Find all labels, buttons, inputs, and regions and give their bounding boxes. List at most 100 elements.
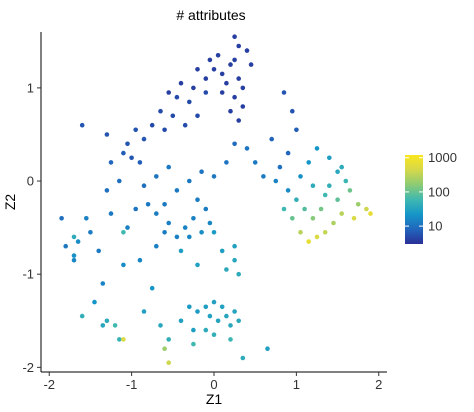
- data-point: [174, 188, 180, 193]
- data-point: [137, 257, 143, 263]
- data-point: [182, 122, 188, 128]
- data-point: [191, 341, 196, 347]
- data-point: [92, 299, 97, 305]
- legend-tick-label: 10: [428, 219, 442, 234]
- data-point: [199, 169, 204, 174]
- data-point: [121, 262, 126, 268]
- data-point: [121, 337, 126, 342]
- y-tick-label: 0: [27, 174, 34, 189]
- data-point: [314, 234, 320, 240]
- data-point: [232, 257, 237, 263]
- data-point: [71, 234, 77, 240]
- x-tick-label: -1: [126, 377, 138, 392]
- data-point: [108, 211, 114, 216]
- data-point: [166, 90, 171, 95]
- data-point: [96, 248, 101, 254]
- legend-colorbar: [405, 155, 423, 244]
- data-point: [149, 122, 155, 128]
- data-point: [269, 136, 275, 142]
- data-point: [137, 160, 143, 165]
- data-point: [228, 62, 233, 67]
- data-point: [100, 323, 106, 328]
- data-point: [327, 183, 332, 188]
- data-point: [294, 197, 299, 202]
- data-point: [232, 94, 237, 100]
- x-axis-ticks: -2 -1 0 1 2: [43, 372, 382, 392]
- data-point: [63, 243, 68, 249]
- data-point: [298, 230, 303, 235]
- data-point: [240, 355, 246, 361]
- data-point: [244, 146, 250, 151]
- points-layer: [59, 34, 373, 366]
- data-point: [211, 67, 217, 72]
- data-point: [244, 48, 250, 53]
- data-point: [232, 141, 237, 147]
- data-point: [219, 90, 225, 95]
- data-point: [191, 216, 196, 221]
- data-point: [203, 206, 209, 212]
- data-point: [273, 178, 279, 184]
- data-point: [327, 155, 332, 161]
- data-point: [232, 243, 237, 249]
- y-tick-label: 1: [27, 80, 34, 95]
- data-point: [285, 188, 291, 193]
- data-point: [79, 313, 85, 319]
- data-point: [71, 253, 77, 258]
- data-point: [224, 313, 229, 319]
- data-point: [88, 230, 93, 235]
- data-point: [104, 318, 110, 324]
- data-point: [228, 108, 233, 114]
- data-point: [236, 43, 241, 49]
- data-point: [355, 202, 361, 207]
- data-point: [174, 94, 180, 100]
- data-point: [343, 178, 349, 184]
- x-tick-label: 2: [375, 377, 382, 392]
- x-tick-label: 0: [210, 377, 217, 392]
- data-point: [195, 309, 200, 314]
- data-point: [133, 206, 138, 212]
- data-point: [203, 327, 209, 333]
- data-point: [277, 164, 283, 170]
- data-point: [331, 220, 336, 226]
- data-point: [236, 76, 241, 81]
- data-point: [133, 127, 138, 133]
- legend-tick-label: 100: [428, 184, 450, 199]
- data-point: [203, 76, 209, 81]
- data-point: [339, 211, 345, 216]
- data-point: [285, 150, 291, 156]
- x-tick-label: 1: [293, 377, 300, 392]
- data-point: [121, 230, 126, 235]
- x-axis-title: Z1: [206, 391, 223, 407]
- data-point: [145, 202, 151, 207]
- data-point: [240, 104, 246, 109]
- data-point: [112, 323, 118, 328]
- data-point: [215, 318, 221, 324]
- legend-tick-label: 1000: [428, 150, 457, 165]
- data-point: [219, 304, 225, 310]
- data-point: [207, 220, 213, 226]
- data-point: [290, 216, 295, 221]
- data-point: [281, 206, 287, 212]
- data-point: [166, 164, 171, 170]
- data-point: [187, 178, 192, 184]
- data-point: [232, 57, 237, 63]
- data-point: [108, 160, 114, 165]
- data-point: [125, 141, 130, 147]
- data-point: [322, 230, 328, 235]
- data-point: [104, 188, 110, 193]
- data-point: [187, 304, 192, 310]
- data-point: [75, 239, 81, 244]
- data-point: [166, 337, 171, 342]
- data-point: [191, 327, 196, 333]
- x-tick-label: -2: [43, 377, 55, 392]
- data-point: [207, 57, 213, 63]
- data-point: [174, 234, 180, 240]
- data-point: [178, 80, 184, 86]
- data-point: [322, 192, 328, 198]
- data-point: [211, 299, 217, 305]
- data-point: [162, 346, 167, 352]
- data-point: [141, 183, 147, 188]
- data-point: [71, 257, 77, 263]
- data-point: [141, 309, 147, 314]
- data-point: [104, 132, 110, 137]
